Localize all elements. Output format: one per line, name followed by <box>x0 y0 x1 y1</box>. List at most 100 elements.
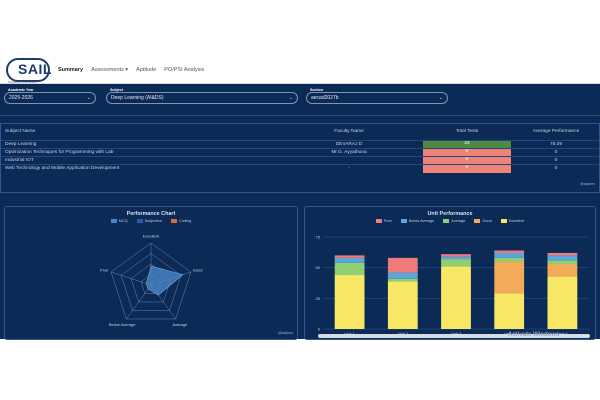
x-tick-label: Unit 4 <box>504 331 515 336</box>
header-faculty-name: Faculty Name <box>334 129 364 134</box>
radar-spoke <box>126 284 152 320</box>
table-row[interactable]: Industrial IOT 0 0 <box>1 156 599 165</box>
academic-year-label: Academic Year <box>8 88 34 92</box>
subject-label: Subject <box>110 88 123 92</box>
cell-subject: Optimization Techniques for Programming … <box>5 150 114 155</box>
legend-item[interactable]: Good <box>474 219 492 223</box>
bar-segment-poor <box>387 257 418 273</box>
bar-segment-poor <box>547 252 578 256</box>
nav-summary[interactable]: Summary <box>58 67 84 73</box>
bar-segment-good <box>494 261 525 294</box>
radar-series-mcq <box>145 265 184 296</box>
bar-segment-excellent <box>334 275 365 329</box>
subject-select[interactable]: Deep Learning (AI&DS) ⌄ <box>106 92 298 104</box>
legend-label: Average <box>451 219 466 223</box>
performance-chart-panel: Performance Chart MCQ Subjective Coding … <box>4 206 298 340</box>
radar-grid-ring <box>120 253 182 311</box>
legend-item[interactable]: MCQ <box>110 219 128 223</box>
academic-year-filter[interactable]: Academic Year 2025-2026 ⌄ <box>4 88 96 104</box>
x-tick-label: Unit 5 <box>557 331 568 336</box>
bar-segment-excellent <box>494 293 525 329</box>
x-tick-label: Unit 2 <box>398 331 409 336</box>
legend-swatch <box>110 219 117 223</box>
bar-segment-poor <box>441 254 471 257</box>
bar-segment-good <box>547 263 578 277</box>
subject-filter[interactable]: Subject Deep Learning (AI&DS) ⌄ <box>106 88 298 104</box>
legend-item[interactable]: Subjective <box>136 219 163 223</box>
nav-assessments[interactable]: Assessments ▾ <box>91 67 129 73</box>
cell-total-tests: 0 <box>423 157 511 165</box>
legend-label: MCQ <box>118 219 128 223</box>
x-tick-label: Unit 1 <box>344 331 355 336</box>
chart-footnote: @sayhen <box>278 331 293 335</box>
legend-item[interactable]: Poor <box>375 219 392 223</box>
legend-swatch <box>500 219 507 223</box>
legend-item[interactable]: Excellent <box>500 219 525 223</box>
bar-segment-below-average <box>387 272 418 279</box>
legend-item[interactable]: Average <box>443 219 465 223</box>
cell-subject: Web Technology and Mobile Application De… <box>5 166 120 171</box>
radar-axis-label: Excellent <box>143 234 160 239</box>
bar-segment-average <box>334 262 365 276</box>
top-navigation-bar <box>0 56 600 84</box>
table-row[interactable]: Optimization Techniques for Programming … <box>1 148 599 157</box>
bar-segment-average <box>494 257 525 262</box>
divider <box>0 115 600 116</box>
radar-axis-label: Good <box>193 267 203 272</box>
activate-windows-watermark: Activate Windows <box>508 332 560 338</box>
legend-label: Coding <box>179 219 192 223</box>
cell-subject: Deep Learning <box>5 142 37 147</box>
table-row[interactable]: Web Technology and Mobile Application De… <box>1 164 599 173</box>
nav-po-psi-analysis[interactable]: PO/PSI Analysis <box>164 67 205 73</box>
bar-segment-below-average <box>547 255 578 261</box>
bar-segment-excellent <box>387 281 418 329</box>
bar-segment-average <box>547 260 578 264</box>
logo-subtext: Powered by Edwisely <box>8 80 37 84</box>
unit-performance-panel: Unit Performance Poor Below Average Aver… <box>304 206 596 340</box>
legend-swatch <box>400 219 407 223</box>
subject-value: Deep Learning (AI&DS) <box>111 95 164 101</box>
legend-item[interactable]: Below Average <box>400 219 435 223</box>
radar-chart: Excellent Good Average Below Average Poor <box>100 234 203 328</box>
radar-spoke <box>110 271 152 286</box>
radar-axis-label: Average <box>172 322 188 327</box>
table-row[interactable]: Deep Learning DEVARAJ D 24 78.09 <box>1 140 599 149</box>
section-value: aecad2027b <box>311 95 339 101</box>
radar-axis-label: Poor <box>100 267 109 272</box>
legend-swatch <box>474 219 481 223</box>
y-tick-label: 50 <box>316 265 321 270</box>
legend-label: Good <box>482 219 492 223</box>
cell-faculty: Mr.G. Ayyathurai <box>331 150 367 155</box>
unit-performance-title: Unit Performance <box>427 211 473 217</box>
sail-logo[interactable]: SAIL <box>6 58 52 82</box>
legend-label: Subjective <box>144 219 163 223</box>
y-tick-label: 25 <box>316 296 321 301</box>
bar-segment-below-average <box>334 257 365 263</box>
section-select[interactable]: aecad2027b ⌄ <box>306 92 448 104</box>
table-footnote: @sayhen <box>580 182 595 186</box>
nav-aptitude[interactable]: Aptitude <box>136 67 157 73</box>
radar-axis-label: Below Average <box>109 322 136 327</box>
subjects-table: Subject Name Faculty Name Total Tests Av… <box>0 123 600 193</box>
legend-item[interactable]: Coding <box>171 219 191 223</box>
section-filter[interactable]: Section aecad2027b ⌄ <box>306 88 448 104</box>
legend-swatch <box>171 219 178 223</box>
bar-segment-below-average <box>494 252 525 258</box>
main-nav: Summary Assessments ▾ Aptitude PO/PSI An… <box>58 67 204 73</box>
y-tick-label: 0 <box>318 327 321 332</box>
legend-label: Below Average <box>408 219 435 223</box>
legend-label: Excellent <box>508 219 525 223</box>
academic-year-select[interactable]: 2025-2026 ⌄ <box>4 92 96 104</box>
cell-faculty: DEVARAJ D <box>335 142 363 147</box>
y-tick-label: 75 <box>316 235 321 240</box>
cell-total-tests: 24 <box>423 141 511 149</box>
bar-segment-excellent <box>547 276 578 329</box>
cell-average: 0 <box>554 166 558 171</box>
logo-text: SAIL <box>18 61 52 77</box>
legend-swatch <box>375 219 382 223</box>
radar-grid-ring <box>110 242 192 320</box>
horizontal-scrollbar[interactable] <box>318 334 590 338</box>
unit-performance-legend: Poor Below Average Average Good Excellen… <box>305 219 595 223</box>
table-header: Subject Name Faculty Name Total Tests Av… <box>1 128 599 140</box>
x-tick-label: Unit 3 <box>451 331 462 336</box>
